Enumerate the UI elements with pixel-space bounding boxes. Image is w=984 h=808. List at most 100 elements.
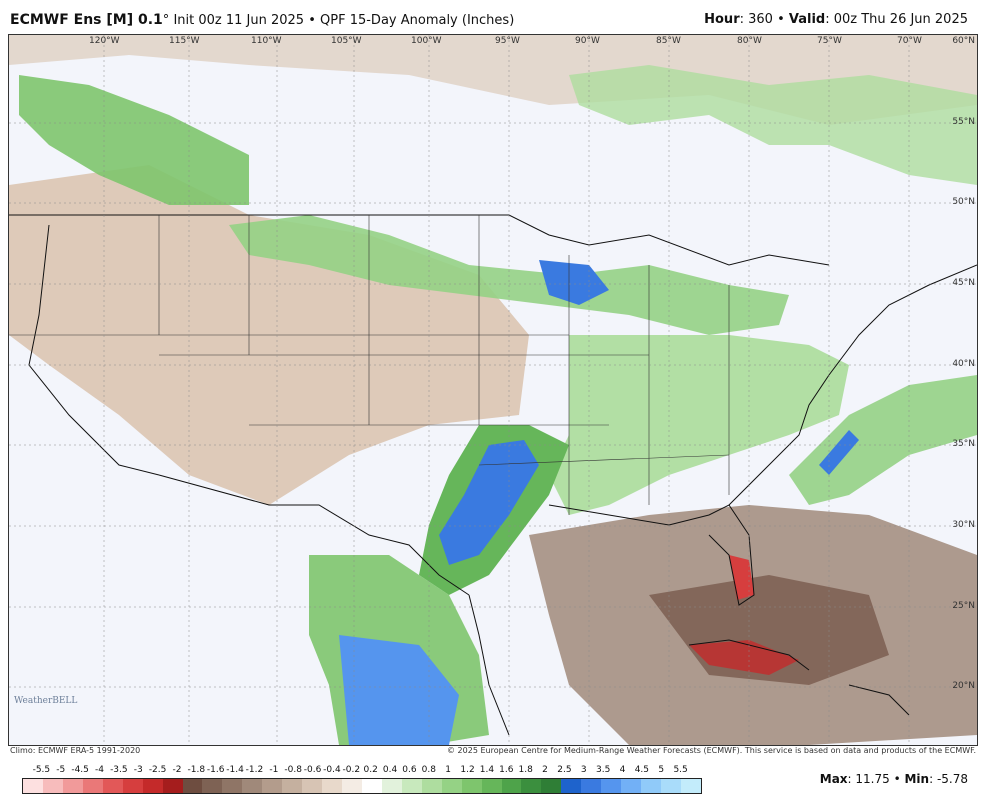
colorbar-swatch (461, 779, 482, 793)
colorbar-tick-label: 2.5 (557, 765, 572, 775)
colorbar-swatch (481, 779, 502, 793)
anomaly-map: 120°W 115°W 110°W 105°W 100°W 95°W 90°W … (8, 34, 978, 746)
colorbar-swatch (361, 779, 382, 793)
colorbar-swatch (680, 779, 701, 793)
valid-value: : 00z Thu 26 Jun 2025 (825, 12, 968, 27)
colorbar-swatch (521, 779, 542, 793)
colorbar-swatch (302, 779, 323, 793)
heavy-rain-wisconsin (539, 260, 609, 305)
colorbar-tick-label: 1.8 (518, 765, 533, 775)
heavy-rain-texas (439, 440, 539, 565)
colorbar-swatch (621, 779, 642, 793)
lon-label-105w: 105°W (331, 36, 362, 46)
wet-ohio-valley-region (549, 335, 849, 515)
hour-value: : 360 • (739, 12, 785, 27)
colorbar-swatch (401, 779, 422, 793)
lon-label-75w: 75°W (817, 36, 842, 46)
colorbar-tick-label: 0.6 (402, 765, 417, 775)
credits-line: Climo: ECMWF ERA-5 1991-2020 © 2025 Euro… (10, 746, 976, 755)
longitude-lines (103, 35, 910, 745)
colorbar-swatch (322, 779, 342, 793)
colorbar-tick-label: -0.4 (323, 765, 341, 775)
lon-label-70w: 70°W (897, 36, 922, 46)
colorbar-legend: -5.5 -5 -4.5 -4 -3.5 -3 -2.5 -2 -1.8 -1.6 -1.4 -1.2… (0, 762, 984, 808)
colorbar-tick-label: -2.5 (148, 765, 167, 775)
colorbar-tick-label: -1.6 (206, 765, 225, 775)
weatherbell-logo: WeatherBELL (14, 696, 78, 706)
wet-canada-region (19, 75, 249, 205)
lon-label-95w: 95°W (495, 36, 520, 46)
colorbar-tick-label: -1.2 (245, 765, 264, 775)
colorbar-swatch (42, 779, 63, 793)
lon-label-110w: 110°W (251, 36, 282, 46)
colorbar-swatch (202, 779, 223, 793)
state-lines-vertical (158, 215, 730, 515)
map-header: ECMWF Ens [M] 0.1° Init 00z 11 Jun 2025 … (0, 0, 984, 34)
colorbar-swatch (182, 779, 203, 793)
heavy-rain-mexico (339, 635, 459, 745)
header-bullet: • (308, 13, 316, 28)
colorbar-tick-label: 5.5 (673, 765, 688, 775)
colorbar-tick-label: 4.5 (634, 765, 650, 775)
colorbar-tick-label: -2 (172, 765, 182, 775)
colorbar-tick-label: -0.8 (284, 765, 302, 775)
colorbar-swatch (601, 779, 622, 793)
header-title: ECMWF Ens [M] 0.1° Init 00z 11 Jun 2025 … (10, 12, 514, 28)
colorbar-swatch (561, 779, 582, 793)
lat-label-55n: 55°N (952, 117, 975, 127)
colorbar-swatch (282, 779, 303, 793)
min-label: Min (904, 772, 930, 786)
colorbar-tick-label: 2 (542, 765, 548, 775)
pacific-coast (28, 224, 160, 476)
us-canada-border (9, 214, 830, 266)
colorbar-swatch (501, 779, 522, 793)
lat-label-50n: 50°N (952, 197, 975, 207)
colorbar-tick-label: 0.2 (363, 765, 378, 775)
lon-label-100w: 100°W (411, 36, 442, 46)
mexico-gulf-coast (468, 594, 510, 736)
colorbar-tick-label: 1 (445, 765, 452, 775)
colorbar-swatch (661, 779, 681, 793)
climo-credit: Climo: ECMWF ERA-5 1991-2020 (10, 746, 141, 755)
cuba-outline (688, 639, 810, 671)
colorbar-tick-label: -4 (94, 765, 104, 775)
colorbar-swatch (82, 779, 103, 793)
lon-label-90w: 90°W (575, 36, 600, 46)
colorbar-tick-label: -5.5 (32, 765, 51, 775)
colorbar-swatch (262, 779, 283, 793)
lat-label-40n: 40°N (952, 359, 975, 369)
colorbar-swatch (581, 779, 602, 793)
colorbar-tick-label: -0.2 (342, 765, 361, 775)
lon-label-115w: 115°W (169, 36, 200, 46)
colorbar-swatch (222, 779, 243, 793)
lon-label-80w: 80°W (737, 36, 762, 46)
state-borders (9, 215, 730, 515)
colorbar-swatch (541, 779, 562, 793)
colorbar-ticks: -5.5 -5 -4.5 -4 -3.5 -3 -2.5 -2 -1.8 -1.6 -1.4 -1.2… (22, 765, 700, 777)
dry-cuba (689, 640, 799, 675)
wet-atlantic-region (789, 375, 977, 505)
lat-lon-grid (9, 35, 977, 745)
lat-label-35n: 35°N (952, 439, 975, 449)
wet-east-canada-region (569, 65, 977, 185)
lat-label-25n: 25°N (952, 601, 975, 611)
degree-symbol: ° (162, 13, 170, 28)
colorbar-tick-label: 5 (658, 765, 665, 775)
colorbar-tick-label: 1.2 (460, 765, 475, 775)
lat-label-30n: 30°N (952, 520, 975, 530)
hour-label: Hour (704, 12, 740, 27)
colorbar-swatch (342, 779, 362, 793)
valid-label: Valid (788, 12, 826, 27)
colorbar-swatch (122, 779, 143, 793)
colorbar-tick-label: 3.5 (595, 765, 611, 775)
colorbar-tick-label: -1.8 (187, 765, 206, 775)
lat-label-60n: 60°N (952, 36, 975, 46)
colorbar-swatch (441, 779, 462, 793)
model-name: ECMWF Ens [M] 0.1 (10, 12, 163, 28)
colorbar-tick-label: 0.4 (382, 765, 398, 775)
colorbar-swatch (62, 779, 83, 793)
colorbar-tick-label: 3 (580, 765, 587, 775)
dry-north-region (9, 35, 977, 125)
colorbar-tick-label: -1.4 (226, 765, 244, 775)
lon-label-120w: 120°W (89, 36, 120, 46)
